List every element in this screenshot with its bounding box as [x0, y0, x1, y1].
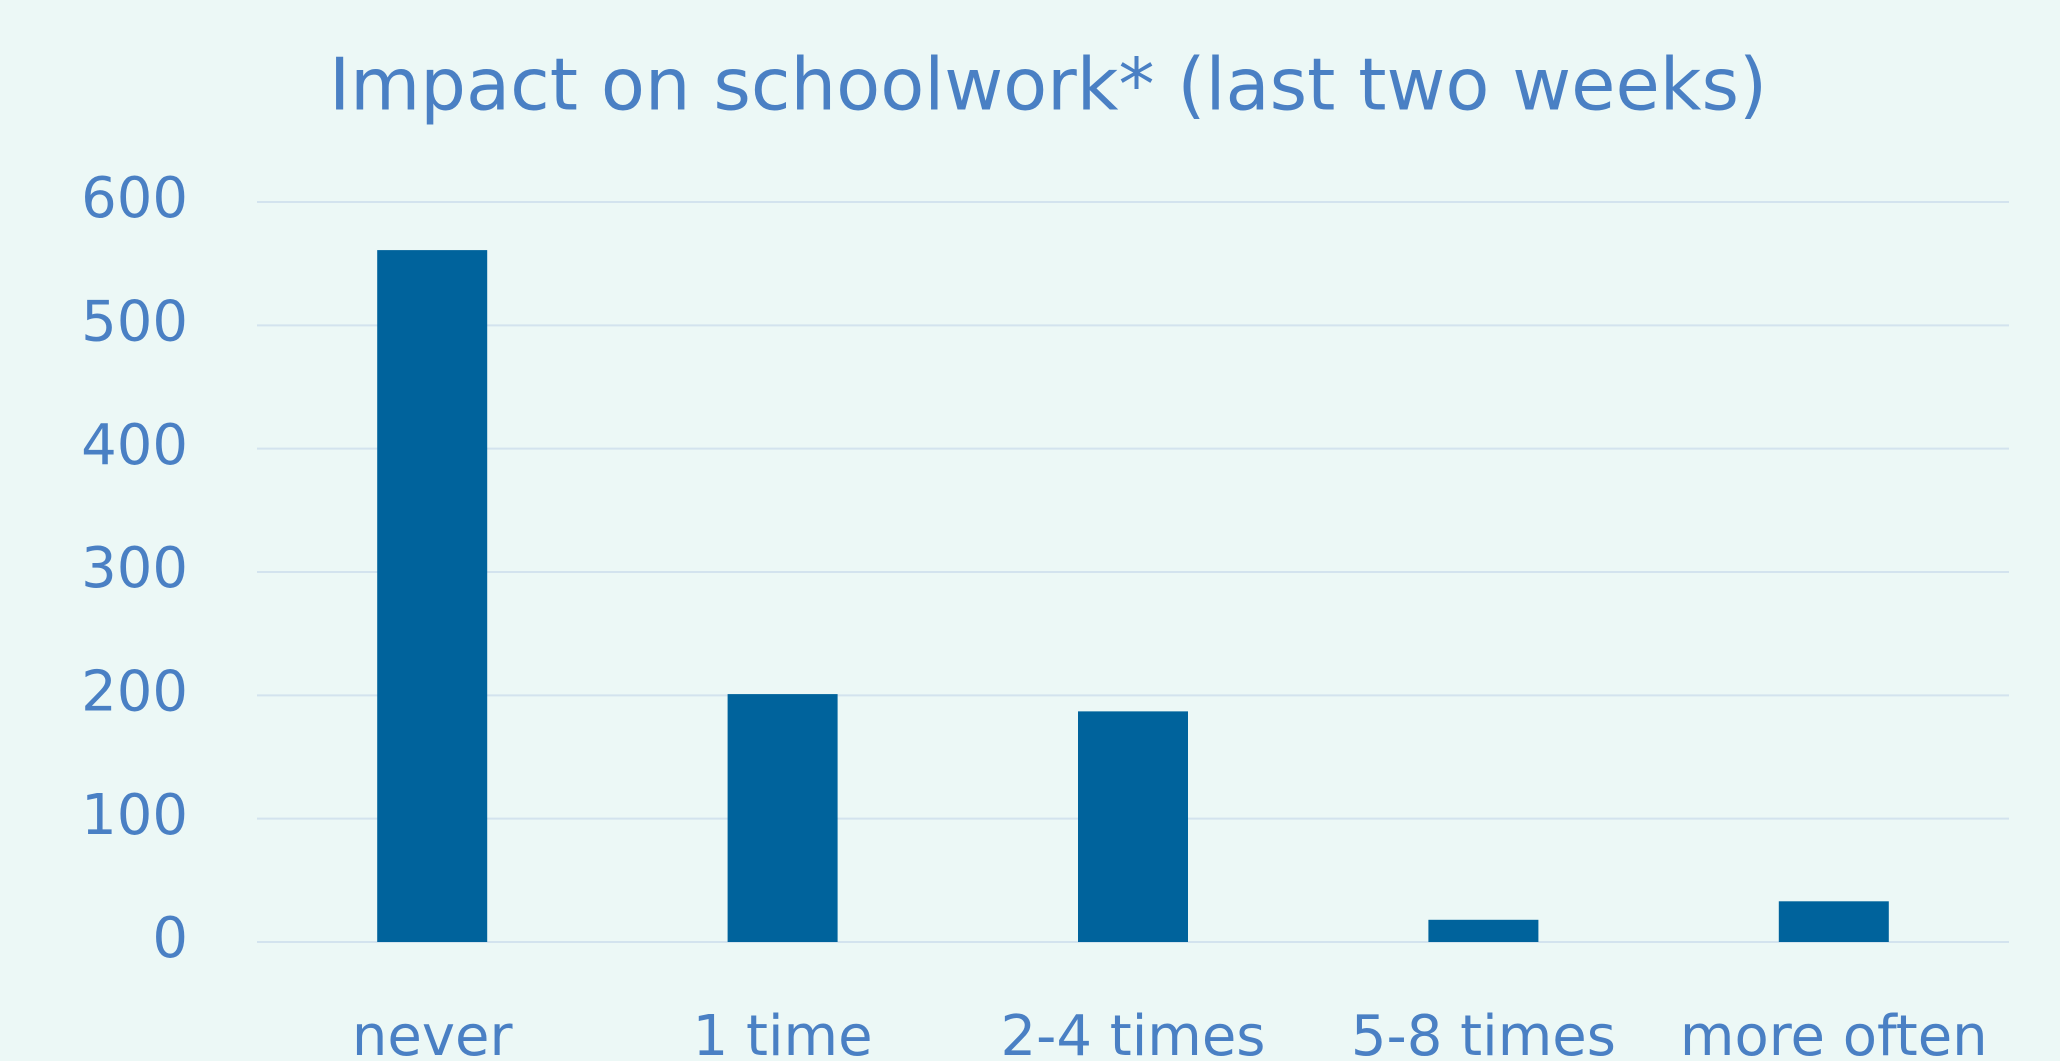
y-tick-label: 500 — [81, 289, 188, 354]
bar — [727, 694, 838, 942]
y-tick-label: 100 — [81, 783, 188, 848]
bar — [377, 250, 488, 943]
bar — [1078, 711, 1188, 942]
x-tick-label: never — [352, 1004, 514, 1061]
y-tick-label: 0 — [152, 906, 188, 971]
y-tick-label: 300 — [81, 536, 188, 601]
x-tick-label: 5-8 times — [1351, 1004, 1616, 1061]
chart-title: Impact on schoolwork* (last two weeks) — [329, 43, 1767, 127]
y-tick-label: 600 — [81, 166, 188, 231]
x-tick-label: 2-4 times — [1001, 1004, 1266, 1061]
y-tick-label: 200 — [81, 659, 188, 724]
bar — [1778, 901, 1889, 942]
x-tick-label: more often — [1680, 1004, 1988, 1061]
bar — [1428, 919, 1539, 942]
x-tick-label: 1 time — [693, 1004, 873, 1061]
y-tick-label: 400 — [81, 413, 188, 478]
